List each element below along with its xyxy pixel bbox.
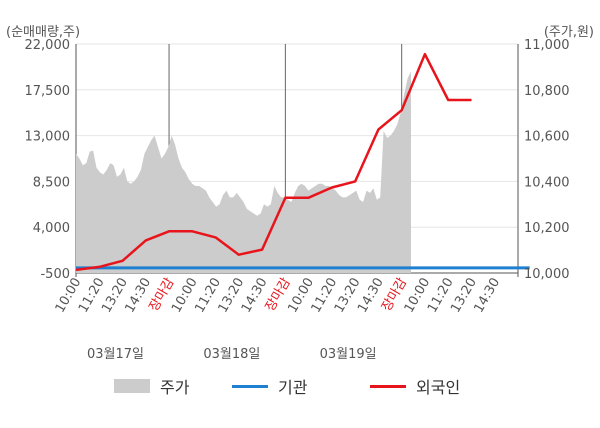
foreign-line xyxy=(75,52,472,272)
right-tick-label: 10,600 xyxy=(524,130,570,145)
line-layer xyxy=(75,52,530,272)
right-tick-label: 10,400 xyxy=(524,175,570,190)
price-area-layer xyxy=(76,71,411,273)
date-label: 03월17일 xyxy=(87,347,144,362)
legend-label-foreign: 외국인 xyxy=(416,378,461,397)
legend-item-institution: 기관 xyxy=(232,374,307,398)
legend-swatch-foreign xyxy=(370,384,406,388)
legend-item-foreign: 외국인 xyxy=(370,374,460,398)
date-labels: 03월17일 03월18일 03월19일 xyxy=(87,347,377,362)
price-area xyxy=(76,71,411,273)
left-axis-ticks: 22,000 17,500 13,000 8,500 4,000 -500 xyxy=(25,38,71,282)
right-axis-title: (주가,원) xyxy=(544,25,594,40)
right-axis-ticks: 11,000 10,800 10,600 10,400 10,200 10,000 xyxy=(524,38,570,282)
left-axis-title: (순매매량,주) xyxy=(6,25,80,40)
legend-swatch-price xyxy=(114,379,150,393)
left-tick-label: 22,000 xyxy=(25,38,71,53)
left-tick-label: 17,500 xyxy=(25,84,71,99)
legend-swatch-institution xyxy=(232,384,268,388)
legend-label-institution: 기관 xyxy=(278,378,308,397)
x-axis-ticks: 10:0011:2013:2014:30장마감10:0011:2013:2014… xyxy=(53,275,503,315)
legend: 주가 기관 외국인 xyxy=(0,374,600,398)
left-tick-label: -500 xyxy=(40,267,70,282)
date-label: 03월18일 xyxy=(203,347,260,362)
left-tick-label: 8,500 xyxy=(33,175,70,190)
legend-label-price: 주가 xyxy=(160,378,190,397)
right-tick-label: 10,800 xyxy=(524,84,570,99)
legend-item-price: 주가 xyxy=(114,374,189,398)
left-tick-label: 4,000 xyxy=(33,221,70,236)
right-tick-label: 10,200 xyxy=(524,221,570,236)
right-tick-label: 11,000 xyxy=(524,38,570,53)
left-tick-label: 13,000 xyxy=(25,130,71,145)
date-label: 03월19일 xyxy=(320,347,377,362)
right-tick-label: 10,000 xyxy=(524,267,570,282)
